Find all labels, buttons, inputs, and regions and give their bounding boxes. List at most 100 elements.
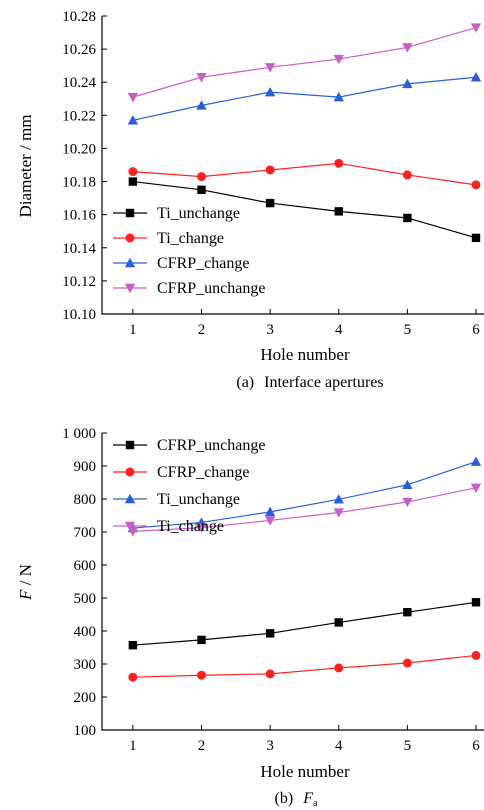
data-point-CFRP_change <box>402 78 413 89</box>
data-point-Ti_change <box>196 523 207 533</box>
data-point-CFRP_change <box>128 672 138 682</box>
data-point-Ti_change <box>197 172 207 182</box>
x-tick-label-a: 3 <box>266 322 274 338</box>
y-tick-label-b: 700 <box>74 525 97 541</box>
data-point-Ti_change <box>264 516 276 526</box>
data-point-CFRP_unchange <box>334 618 343 627</box>
y-tick-label-b: 500 <box>74 591 97 607</box>
y-tick-label-a: 10.18 <box>62 175 96 191</box>
data-point-Ti_change <box>402 497 413 508</box>
legend-marker <box>125 440 135 450</box>
y-tick-label-a: 10.24 <box>62 75 96 91</box>
y-axis-label-a: Diameter / mm <box>16 115 35 218</box>
plot-area-a: 10.10 10.12 10.14 10.16 10.18 10.20 10.22 10.24… <box>62 9 484 338</box>
y-tick-label-a: 10.20 <box>62 141 96 157</box>
legend-marker <box>125 233 135 243</box>
y-tick-label-b: 200 <box>74 690 97 706</box>
data-point-CFRP_change <box>471 650 481 660</box>
data-point-Ti_unchange <box>197 185 206 195</box>
data-point-CFRP_unchange <box>127 92 139 103</box>
data-point-CFRP_unchange <box>264 63 276 73</box>
caption-a-text: Interface apertures <box>264 374 383 391</box>
y-tick-label-a: 10.14 <box>62 241 96 257</box>
y-tick-label-a: 10.28 <box>62 9 96 25</box>
legend-label-CFRP_unchange: CFRP_unchange <box>157 280 265 297</box>
data-point-Ti_unchange <box>128 177 138 186</box>
data-point-CFRP_unchange <box>128 640 138 650</box>
y-axis-label-b: F / N <box>16 564 35 601</box>
x-tick-label-b: 1 <box>129 738 137 754</box>
legend-label-Ti_change: Ti_change <box>157 230 224 247</box>
data-point-CFRP_unchange <box>470 23 482 33</box>
caption-b: (b) Fa <box>275 790 318 809</box>
x-tick-label-a: 6 <box>472 322 480 338</box>
data-point-Ti_unchange <box>334 207 343 216</box>
data-point-CFRP_unchange <box>402 43 413 53</box>
legend-marker <box>124 493 136 504</box>
data-point-Ti_change <box>402 170 412 180</box>
data-point-Ti_change <box>334 158 344 168</box>
data-point-Ti_unchange <box>265 198 275 208</box>
legend-label-Ti_unchange: Ti_unchange <box>157 205 240 222</box>
y-tick-label-b: 400 <box>74 624 97 640</box>
x-tick-label-b: 3 <box>266 738 274 754</box>
data-point-CFRP_change <box>470 72 482 82</box>
series-line-Ti_unchange <box>132 180 477 239</box>
series-line-CFRP_unchange <box>132 27 477 98</box>
caption-b-var: F <box>302 790 313 807</box>
data-point-Ti_change <box>265 165 275 175</box>
data-point-Ti_change <box>128 167 138 177</box>
legend-marker <box>124 257 136 268</box>
legend-label-CFRP_change: CFRP_change <box>157 255 249 272</box>
caption-b-sub: a <box>313 798 318 809</box>
legend-label-CFRP_change: CFRP_change <box>157 464 249 481</box>
legend-label-Ti_unchange: Ti_unchange <box>157 491 240 508</box>
x-tick-label-a: 1 <box>129 322 137 338</box>
x-tick-label-a: 5 <box>404 322 412 338</box>
x-axis-label-a: Hole number <box>260 345 350 364</box>
y-axis-label-b-unit: / N <box>16 564 35 590</box>
data-point-CFRP_change <box>196 100 207 110</box>
data-point-Ti_change <box>333 508 344 518</box>
caption-b-prefix: (b) <box>275 790 294 807</box>
data-point-CFRP_unchange <box>403 607 412 617</box>
data-point-CFRP_unchange <box>196 73 207 83</box>
data-point-CFRP_change <box>197 670 207 680</box>
series-line-Ti_change <box>132 487 477 532</box>
y-tick-label-a: 10.26 <box>62 42 96 58</box>
y-tick-label-b: 1 000 <box>62 426 96 442</box>
chart-panel-b: 100 200 300 400 500 600 700 800 900 1 000 1 2 3 4 5 6 CF… <box>16 426 484 809</box>
y-tick-label-a: 10.10 <box>62 307 96 323</box>
x-tick-label-b: 6 <box>472 738 480 754</box>
legend-marker <box>125 208 135 218</box>
data-point-Ti_unchange <box>264 506 276 517</box>
data-point-CFRP_change <box>264 86 276 97</box>
y-tick-label-b: 800 <box>74 492 97 508</box>
legend-label-CFRP_unchange: CFRP_unchange <box>157 437 265 454</box>
legend-label-Ti_change: Ti_change <box>157 518 224 535</box>
data-point-CFRP_change <box>402 658 412 668</box>
data-point-Ti_unchange <box>402 479 413 490</box>
data-point-CFRP_change <box>334 663 344 673</box>
data-point-CFRP_unchange <box>333 54 344 65</box>
y-tick-label-a: 10.12 <box>62 274 96 290</box>
y-tick-label-b: 300 <box>74 657 97 673</box>
y-tick-label-a: 10.16 <box>62 208 96 224</box>
x-tick-label-b: 2 <box>198 738 206 754</box>
y-axis-label-b-var: F <box>16 589 35 601</box>
data-point-Ti_unchange <box>403 213 412 223</box>
caption-a-prefix: (a) <box>236 374 254 391</box>
series-line-CFRP_unchange <box>132 601 477 646</box>
chart-panel-a: 10.10 10.12 10.14 10.16 10.18 10.20 10.22 10.24… <box>16 9 484 391</box>
x-tick-label-a: 2 <box>198 322 206 338</box>
y-tick-label-b: 100 <box>74 723 97 739</box>
data-point-Ti_unchange <box>470 456 482 466</box>
y-tick-label-b: 600 <box>74 558 97 574</box>
x-tick-label-b: 5 <box>404 738 412 754</box>
data-point-CFRP_change <box>127 115 139 125</box>
series-line-CFRP_change <box>132 654 477 678</box>
data-point-CFRP_unchange <box>265 629 275 638</box>
data-point-Ti_unchange <box>333 494 344 504</box>
caption-a: (a) Interface apertures <box>236 374 383 391</box>
